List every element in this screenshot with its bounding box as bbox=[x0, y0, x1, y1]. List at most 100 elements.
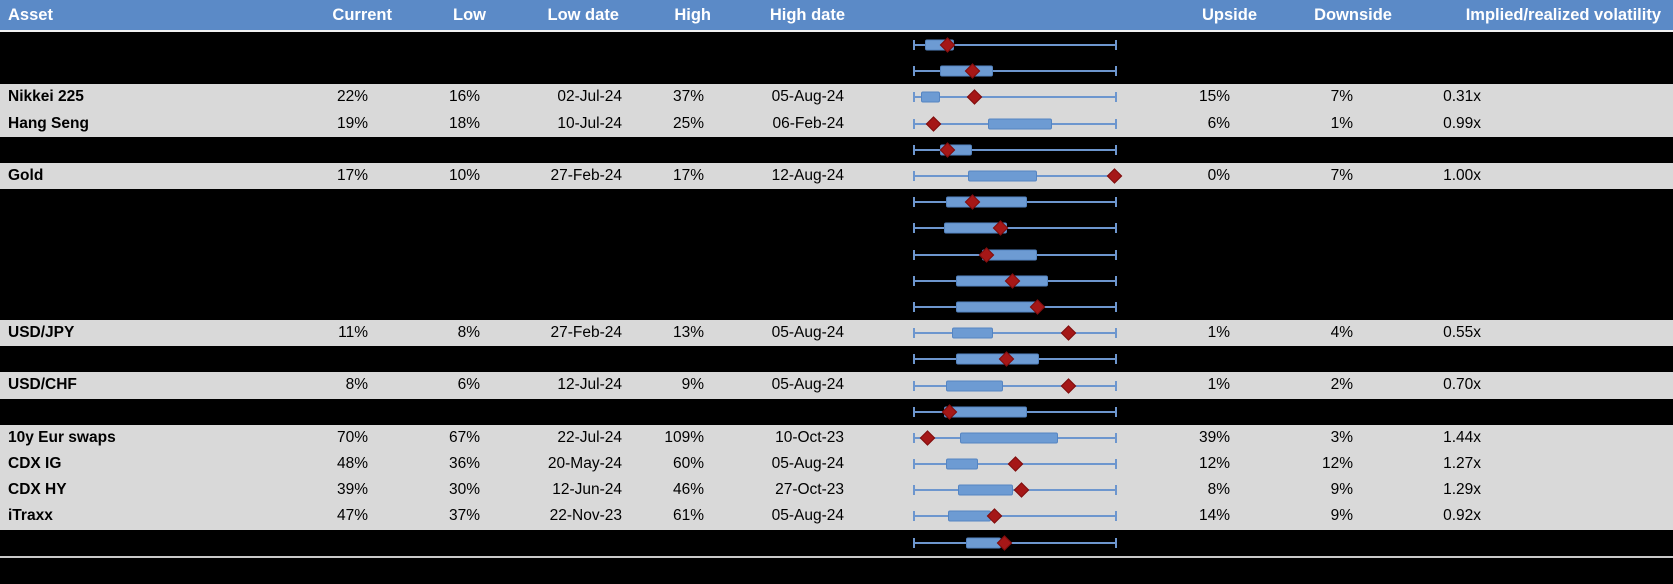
current-marker-diamond bbox=[1013, 482, 1029, 499]
table-row[interactable] bbox=[0, 189, 1673, 216]
table-row[interactable] bbox=[0, 293, 1673, 321]
table-row[interactable]: USD/JPY 11% 8% 27-Feb-24 13% 05-Aug-24 1% 4% 0.5… bbox=[0, 320, 1673, 347]
whisker-cap-right bbox=[1115, 432, 1117, 443]
cell-implied-realized-vol: 1.29x bbox=[1443, 481, 1481, 499]
cell-current: 39% bbox=[336, 481, 368, 499]
cell-downside: 9% bbox=[1330, 507, 1353, 525]
cell-low: 67% bbox=[448, 428, 480, 446]
cell-implied-realized-vol: 1.27x bbox=[1443, 455, 1481, 472]
cell-asset: Gold bbox=[8, 166, 44, 184]
whisker-cap-left bbox=[913, 459, 915, 470]
cell-high-date: 12-Aug-24 bbox=[771, 166, 844, 184]
cell-current: 48% bbox=[336, 455, 368, 472]
whisker-cap-right bbox=[1115, 459, 1117, 470]
cell-low-date: 20-May-24 bbox=[547, 455, 622, 472]
cell-upside: 8% bbox=[1207, 481, 1230, 499]
table-row[interactable]: Hang Seng 19% 18% 10-Jul-24 25% 06-Feb-24 6% 1%… bbox=[0, 110, 1673, 137]
whisker-cap-right bbox=[1115, 537, 1117, 548]
table-row[interactable]: iTraxx 47% 37% 22-Nov-23 61% 05-Aug-24 14% 9% 0.… bbox=[0, 503, 1673, 530]
cell-high: 9% bbox=[681, 376, 704, 394]
col-header-asset: Asset bbox=[8, 6, 53, 24]
table-row[interactable] bbox=[0, 58, 1673, 85]
table-row[interactable]: Nikkei 225 22% 16% 02-Jul-24 37% 05-Aug-24 15%… bbox=[0, 84, 1673, 111]
table-row[interactable]: USD/CHF 8% 6% 12-Jul-24 9% 05-Aug-24 1% 2% 0.70x bbox=[0, 372, 1673, 399]
table-row[interactable] bbox=[0, 136, 1673, 163]
table-row[interactable] bbox=[0, 346, 1673, 373]
whisker-cap-left bbox=[913, 197, 915, 208]
cell-implied-realized-vol: 0.70x bbox=[1443, 376, 1481, 394]
cell-current: 47% bbox=[336, 507, 368, 525]
whisker-cap-left bbox=[913, 301, 915, 312]
cell-asset: iTraxx bbox=[8, 507, 53, 525]
whisker-cap-right bbox=[1115, 275, 1117, 286]
col-header-low-date: Low date bbox=[547, 6, 619, 24]
cell-upside: 12% bbox=[1198, 455, 1230, 472]
cell-high-date: 10-Oct-23 bbox=[775, 428, 844, 446]
table-row[interactable] bbox=[0, 215, 1673, 242]
whisker-cap-right bbox=[1115, 223, 1117, 234]
range-plot bbox=[913, 32, 1117, 58]
whisker-cap-right bbox=[1115, 40, 1117, 51]
cell-high-date: 05-Aug-24 bbox=[771, 376, 844, 394]
cell-downside: 9% bbox=[1330, 481, 1353, 499]
table-row[interactable] bbox=[0, 398, 1673, 425]
table-row[interactable]: CDX HY 39% 30% 12-Jun-24 46% 27-Oct-23 8% 9% 1.2… bbox=[0, 477, 1673, 504]
whisker-line bbox=[913, 44, 1117, 47]
cell-low-date: 27-Feb-24 bbox=[550, 324, 622, 342]
cell-downside: 1% bbox=[1330, 114, 1353, 132]
current-marker-diamond bbox=[1107, 168, 1123, 184]
range-box bbox=[921, 91, 940, 103]
table-row[interactable] bbox=[0, 529, 1673, 556]
cell-high-date: 05-Aug-24 bbox=[771, 455, 844, 472]
cell-high-date: 05-Aug-24 bbox=[771, 324, 844, 342]
cell-upside: 1% bbox=[1207, 324, 1230, 342]
range-plot bbox=[913, 84, 1117, 110]
cell-downside: 7% bbox=[1330, 88, 1353, 106]
range-box bbox=[957, 484, 1013, 496]
cell-asset: USD/JPY bbox=[8, 324, 75, 342]
table-row[interactable]: 10y Eur swaps 70% 67% 22-Jul-24 109% 10-Oct-2… bbox=[0, 424, 1673, 451]
cell-asset: Nikkei 225 bbox=[8, 88, 84, 106]
cell-upside: 6% bbox=[1207, 114, 1230, 132]
cell-high: 25% bbox=[672, 114, 704, 132]
whisker-line bbox=[913, 384, 1117, 387]
whisker-line bbox=[913, 332, 1117, 335]
table-row[interactable]: CDX IG 48% 36% 20-May-24 60% 05-Aug-24 12% 12% 1… bbox=[0, 451, 1673, 478]
range-plot bbox=[913, 111, 1117, 137]
current-marker-diamond bbox=[925, 115, 942, 132]
table-body: Nikkei 225 22% 16% 02-Jul-24 37% 05-Aug-24 15%… bbox=[0, 32, 1673, 556]
cell-high: 17% bbox=[672, 166, 704, 184]
cell-high-date: 06-Feb-24 bbox=[772, 114, 844, 132]
range-plot bbox=[913, 372, 1117, 398]
whisker-cap-right bbox=[1115, 511, 1117, 522]
cell-asset: Hang Seng bbox=[8, 114, 89, 132]
whisker-line bbox=[913, 541, 1117, 544]
range-box bbox=[955, 301, 1038, 313]
cell-implied-realized-vol: 0.31x bbox=[1443, 88, 1481, 106]
cell-current: 22% bbox=[336, 88, 368, 106]
cell-low-date: 02-Jul-24 bbox=[557, 88, 622, 106]
cell-downside: 4% bbox=[1330, 324, 1353, 342]
cell-high-date: 05-Aug-24 bbox=[771, 88, 844, 106]
whisker-cap-left bbox=[913, 511, 915, 522]
whisker-cap-left bbox=[913, 171, 915, 182]
table-row[interactable]: Gold 17% 10% 27-Feb-24 17% 12-Aug-24 0% 7% 1.00x bbox=[0, 162, 1673, 190]
cell-implied-realized-vol: 0.55x bbox=[1443, 324, 1481, 342]
table-row[interactable] bbox=[0, 267, 1673, 294]
cell-high: 109% bbox=[664, 428, 704, 446]
whisker-cap-right bbox=[1115, 118, 1117, 129]
whisker-line bbox=[913, 70, 1117, 73]
cell-low-date: 12-Jul-24 bbox=[557, 376, 622, 394]
whisker-cap-right bbox=[1115, 92, 1117, 103]
table-row[interactable] bbox=[0, 241, 1673, 268]
range-plot bbox=[913, 189, 1117, 215]
cell-implied-realized-vol: 0.99x bbox=[1443, 114, 1481, 132]
whisker-cap-left bbox=[913, 432, 915, 443]
cell-asset: CDX HY bbox=[8, 481, 67, 499]
col-header-upside: Upside bbox=[1201, 6, 1257, 24]
current-marker-diamond bbox=[1007, 456, 1023, 472]
cell-low: 6% bbox=[457, 376, 480, 394]
cell-current: 11% bbox=[338, 324, 368, 342]
table-row[interactable] bbox=[0, 32, 1673, 59]
range-box bbox=[945, 458, 979, 470]
